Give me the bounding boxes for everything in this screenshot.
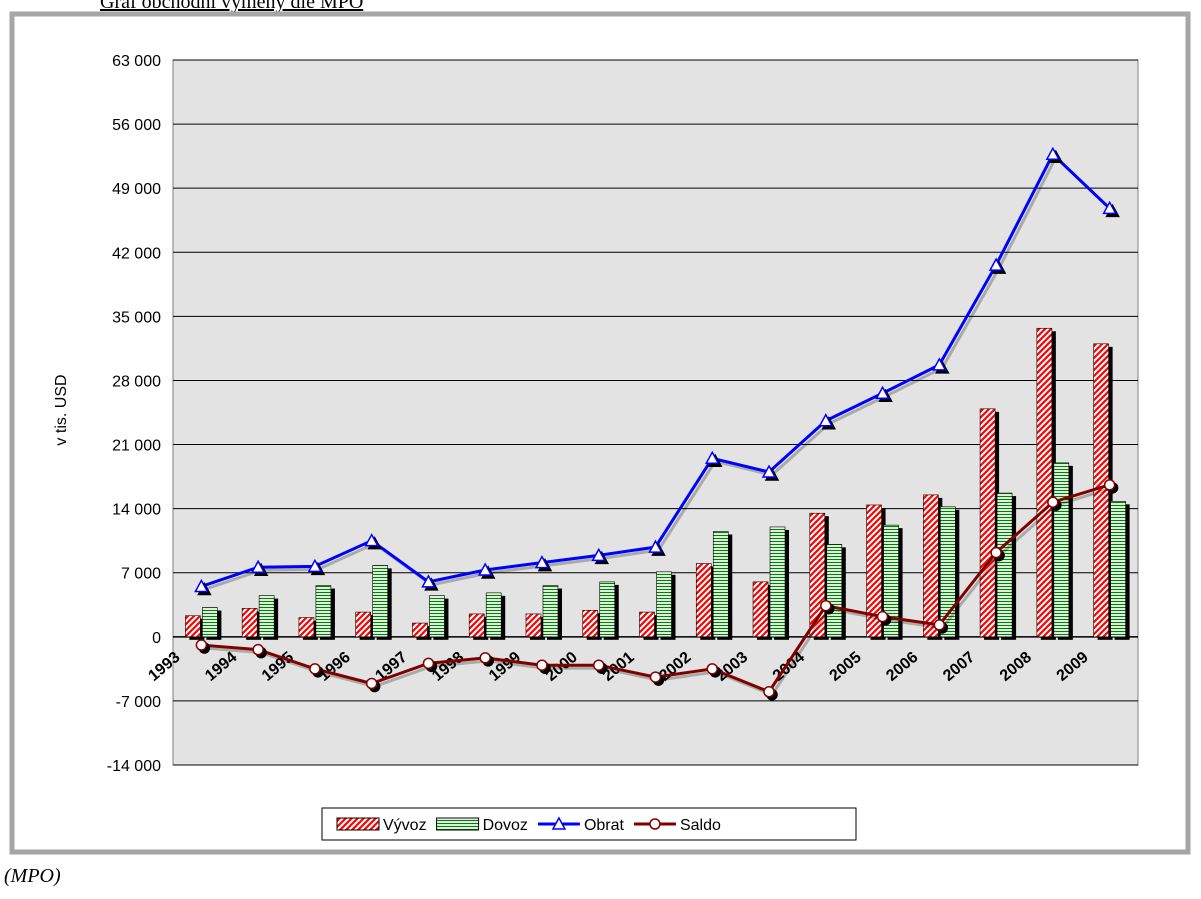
legend-label: Vývoz: [383, 817, 427, 834]
marker: [818, 413, 834, 427]
marker: [649, 818, 661, 830]
bar: [923, 494, 939, 638]
marker: [1047, 496, 1059, 508]
marker: [591, 547, 606, 562]
marker: [933, 619, 946, 631]
y-tick-label: 28 000: [112, 373, 161, 390]
marker: [422, 657, 435, 670]
bar: [355, 611, 371, 638]
bar: [866, 504, 882, 638]
bar: [315, 585, 332, 638]
chart-title: Graf obchodní výměny dle MPO: [100, 0, 363, 13]
marker: [761, 464, 777, 478]
legend-label: Obrat: [584, 817, 625, 834]
y-tick-label: 56 000: [112, 117, 161, 134]
marker: [252, 643, 264, 656]
marker: [364, 533, 379, 547]
y-tick-label: 21 000: [112, 438, 161, 455]
y-tick-label: 63 000: [112, 53, 161, 70]
marker: [194, 578, 209, 593]
y-tick-label: 14 000: [112, 502, 161, 519]
legend-swatch: [336, 817, 380, 831]
y-tick-label: 0: [152, 630, 161, 647]
bar: [412, 622, 428, 638]
marker: [421, 574, 436, 588]
bar: [883, 524, 899, 638]
bar: [1110, 501, 1126, 638]
marker: [820, 599, 832, 612]
legend-label: Dovoz: [483, 817, 528, 834]
bar: [695, 563, 712, 638]
bar: [298, 617, 315, 638]
y-tick-label: -7 000: [116, 694, 161, 711]
marker: [592, 659, 605, 671]
plot-area: [172, 59, 1139, 766]
bar: [656, 571, 672, 638]
marker: [1045, 146, 1061, 161]
y-tick-label: -14 000: [107, 758, 161, 775]
bar: [468, 613, 485, 638]
bar: [372, 565, 388, 638]
bar: [996, 492, 1013, 638]
marker: [195, 639, 208, 651]
y-tick-label: 42 000: [112, 245, 161, 262]
bar: [525, 613, 542, 638]
bar: [940, 506, 956, 638]
marker: [534, 555, 550, 569]
y-tick-label: 35 000: [112, 309, 161, 326]
bar: [979, 408, 996, 638]
marker: [876, 610, 889, 623]
bar: [1036, 327, 1053, 638]
bar: [202, 607, 218, 638]
bar: [241, 608, 258, 638]
marker: [988, 257, 1004, 271]
marker: [551, 816, 567, 830]
legend-label: Saldo: [680, 817, 721, 834]
marker: [536, 659, 548, 671]
marker: [250, 559, 266, 573]
marker: [307, 558, 323, 573]
bar: [639, 611, 655, 638]
legend-swatch: [436, 817, 480, 831]
marker: [365, 677, 378, 690]
marker: [1103, 479, 1116, 491]
legend-box: [321, 807, 857, 841]
marker: [479, 652, 491, 664]
bar: [485, 592, 502, 638]
bar: [752, 581, 769, 638]
y-axis-label: v tis. USD: [53, 374, 70, 445]
marker: [649, 671, 662, 683]
bar: [582, 609, 599, 638]
bar: [542, 585, 559, 638]
marker: [875, 385, 890, 400]
marker: [763, 686, 775, 698]
bar: [826, 544, 843, 638]
marker: [648, 539, 663, 553]
marker: [706, 663, 719, 675]
marker: [309, 663, 321, 675]
bar: [599, 581, 616, 638]
bar: [429, 595, 445, 638]
bar: [185, 615, 201, 638]
y-tick-label: 7 000: [121, 566, 161, 583]
marker: [705, 450, 720, 465]
marker: [990, 546, 1002, 559]
bar: [258, 595, 275, 638]
y-tick-label: 49 000: [112, 181, 161, 198]
marker: [1102, 200, 1117, 215]
bar: [769, 526, 786, 638]
marker: [932, 357, 947, 371]
marker: [477, 562, 493, 576]
bar: [712, 531, 729, 638]
bar: [1053, 462, 1070, 638]
source-note: (MPO): [4, 865, 61, 887]
